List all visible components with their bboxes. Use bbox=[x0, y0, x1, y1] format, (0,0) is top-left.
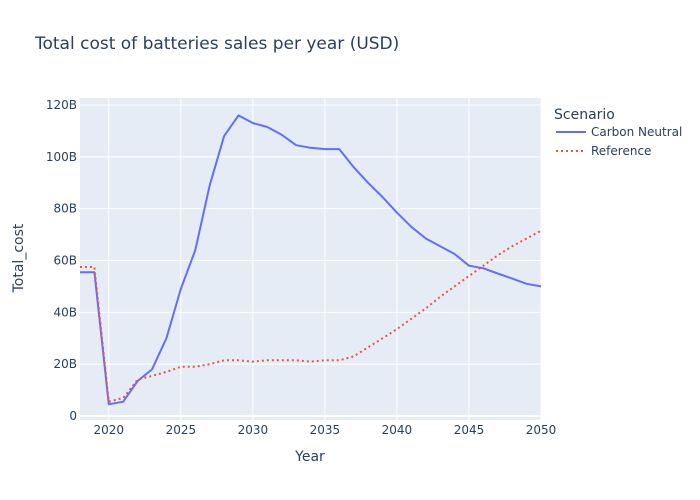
x-tick-label: 2040 bbox=[382, 423, 413, 437]
legend-label: Carbon Neutral bbox=[591, 125, 682, 139]
x-tick-label: 2030 bbox=[238, 423, 269, 437]
y-tick-label: 40B bbox=[53, 305, 77, 319]
legend-title: Scenario bbox=[554, 107, 615, 123]
x-axis-title: Year bbox=[294, 449, 325, 465]
plot-background bbox=[80, 98, 541, 420]
x-gridlines bbox=[108, 98, 542, 420]
plot-area bbox=[80, 98, 541, 420]
y-tick-label: 60B bbox=[53, 254, 77, 268]
x-tick-label: 2025 bbox=[166, 423, 197, 437]
legend: Scenario Carbon Neutral Reference bbox=[554, 107, 682, 158]
x-tick-labels: 2020 2025 2030 2035 2040 2045 2050 bbox=[94, 423, 557, 437]
x-tick-label: 2050 bbox=[526, 423, 557, 437]
y-axis-title: Total_cost bbox=[11, 223, 27, 293]
y-tick-label: 0 bbox=[69, 409, 77, 423]
y-tick-label: 120B bbox=[46, 98, 77, 112]
y-tick-label: 20B bbox=[53, 357, 77, 371]
y-tick-label: 100B bbox=[46, 150, 77, 164]
x-tick-label: 2045 bbox=[454, 423, 485, 437]
chart-title: Total cost of batteries sales per year (… bbox=[35, 34, 400, 54]
legend-label: Reference bbox=[591, 144, 651, 158]
x-tick-label: 2035 bbox=[310, 423, 341, 437]
y-tick-label: 80B bbox=[53, 202, 77, 216]
y-tick-labels: 0 20B 40B 60B 80B 100B 120B bbox=[46, 98, 77, 423]
series-line-carbon-neutral bbox=[80, 114, 542, 406]
series-layer bbox=[80, 114, 542, 406]
x-tick-label: 2020 bbox=[94, 423, 125, 437]
